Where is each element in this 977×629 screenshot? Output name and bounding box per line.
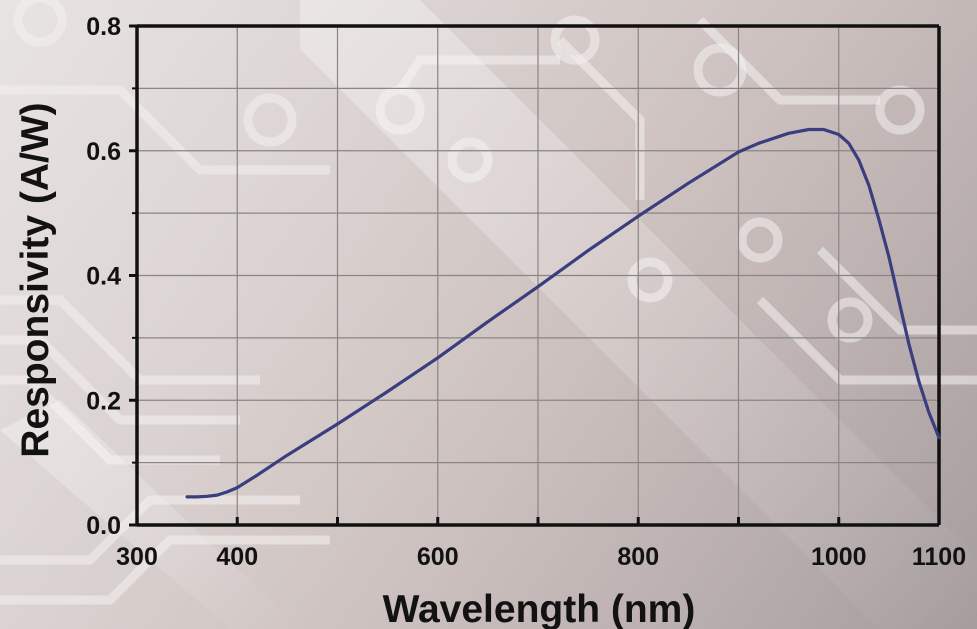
x-tick-label-800: 800 (617, 543, 659, 571)
y-tick-label-2: 0.4 (86, 263, 121, 291)
x-tick-labels: 300 400 600 800 1000 1100 (116, 543, 966, 571)
series-line-0 (185, 127, 941, 499)
data-series (185, 127, 941, 499)
y-tick-label-0: 0.0 (86, 512, 121, 540)
y-tick-label-1: 0.2 (86, 387, 121, 415)
y-axis-label: Responsivity (A/W) (14, 102, 57, 457)
plot-frame (135, 24, 941, 527)
x-tick-label-400: 400 (216, 543, 258, 571)
x-tick-label-1100: 1100 (912, 543, 966, 571)
y-tick-labels: 0.0 0.2 0.4 0.6 0.8 (86, 13, 121, 540)
x-tick-label-1000: 1000 (811, 543, 867, 571)
x-tick-label-600: 600 (417, 543, 459, 571)
x-tick-label-300: 300 (116, 543, 158, 571)
x-axis-label: Wavelength (nm) (383, 588, 696, 629)
y-tick-label-4: 0.8 (86, 13, 121, 41)
y-tick-label-3: 0.6 (86, 138, 121, 166)
